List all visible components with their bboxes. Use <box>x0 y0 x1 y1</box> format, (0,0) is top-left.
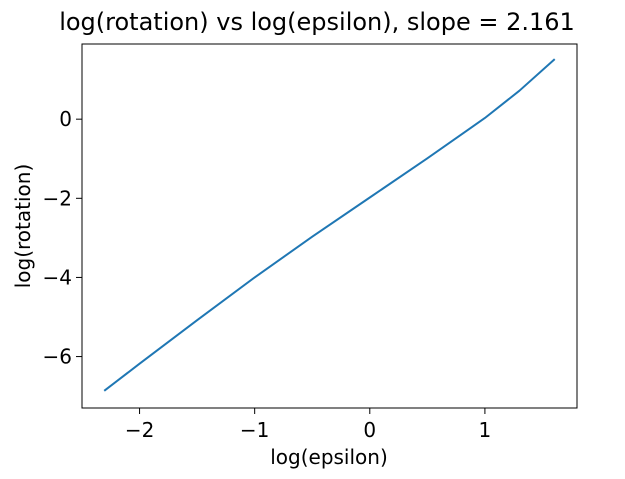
y-tick-label: −4 <box>43 265 72 289</box>
y-tick-label: 0 <box>59 107 72 131</box>
series-line <box>103 58 556 392</box>
x-tick-label: −2 <box>125 418 154 442</box>
series-lines <box>103 58 556 392</box>
plot-frame <box>81 43 578 409</box>
y-tick-label: −6 <box>43 345 72 369</box>
x-axis-label: log(epsilon) <box>270 445 388 469</box>
y-axis-label: log(rotation) <box>11 164 35 289</box>
axis-ticks: −2 −1 0 1 −6 −4 −2 0 <box>43 107 492 442</box>
x-tick-label: −1 <box>240 418 269 442</box>
x-tick-label: 1 <box>479 418 492 442</box>
chart-title: log(rotation) vs log(epsilon), slope = 2… <box>59 8 575 36</box>
x-tick-label: 0 <box>363 418 376 442</box>
y-tick-label: −2 <box>43 186 72 210</box>
